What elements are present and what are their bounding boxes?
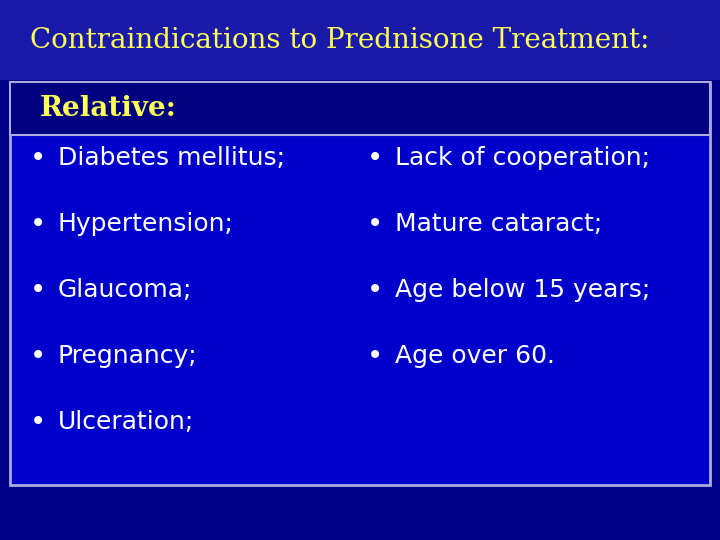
Bar (10, 82, 710, 485)
Text: •: • (30, 408, 46, 436)
Text: Diabetes mellitus;: Diabetes mellitus; (58, 146, 285, 170)
Text: Contraindications to Prednisone Treatment:: Contraindications to Prednisone Treatmen… (30, 26, 649, 53)
Text: •: • (30, 210, 46, 238)
Text: Relative:: Relative: (40, 95, 177, 122)
Text: Glaucoma;: Glaucoma; (58, 278, 192, 302)
Text: Lack of cooperation;: Lack of cooperation; (395, 146, 650, 170)
Text: Pregnancy;: Pregnancy; (58, 344, 197, 368)
Bar (10, 82, 710, 135)
Text: Age over 60.: Age over 60. (395, 344, 555, 368)
Text: •: • (367, 144, 383, 172)
Text: •: • (367, 276, 383, 304)
Text: •: • (367, 210, 383, 238)
Text: •: • (30, 144, 46, 172)
Text: Hypertension;: Hypertension; (58, 212, 234, 236)
Text: •: • (30, 342, 46, 370)
Bar (0, 0, 720, 80)
Text: •: • (30, 276, 46, 304)
Text: •: • (367, 342, 383, 370)
Text: Ulceration;: Ulceration; (58, 410, 194, 434)
Text: Age below 15 years;: Age below 15 years; (395, 278, 650, 302)
Text: Mature cataract;: Mature cataract; (395, 212, 602, 236)
